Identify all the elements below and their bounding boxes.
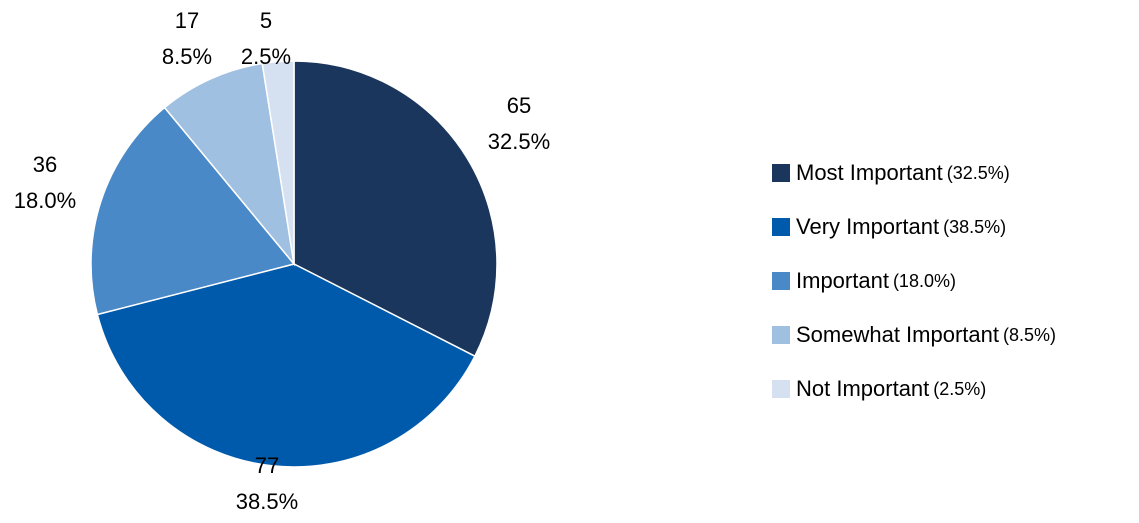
- legend-swatch: [772, 164, 790, 182]
- legend-label: Somewhat Important: [796, 322, 999, 347]
- legend-label: Important: [796, 268, 889, 293]
- data-label-percent-most-important: 32.5%: [488, 129, 550, 154]
- data-label-percent-very-important: 38.5%: [236, 489, 298, 514]
- legend-percent: (2.5%): [933, 378, 987, 399]
- pie-slice-most-important: [293, 60, 498, 358]
- legend-percent: (8.5%): [1002, 324, 1056, 345]
- data-label-percent-somewhat-important: 8.5%: [162, 44, 212, 69]
- legend-swatch: [772, 218, 790, 236]
- legend-label: Very Important: [796, 214, 940, 239]
- pie-slice-not-important: [261, 60, 295, 265]
- pie-slice-important: [90, 106, 296, 316]
- data-label-value-somewhat-important: 17: [175, 8, 199, 33]
- data-label-value-most-important: 65: [507, 93, 531, 118]
- legend-label: Most Important: [796, 160, 943, 185]
- legend-label: Not Important: [796, 376, 930, 401]
- legend: Most Important (32.5%) Very Important (38.5…: [772, 146, 1132, 416]
- legend-item-very-important: Very Important (38.5%): [772, 200, 1132, 254]
- data-label-value-not-important: 5: [260, 8, 272, 33]
- legend-item-somewhat-important: Somewhat Important (8.5%): [772, 308, 1132, 362]
- pie-slice-very-important: [96, 263, 476, 468]
- legend-percent: (38.5%): [943, 216, 1007, 237]
- legend-percent: (32.5%): [946, 162, 1010, 183]
- legend-percent: (18.0%): [892, 270, 956, 291]
- legend-swatch: [772, 326, 790, 344]
- legend-item-not-important: Not Important (2.5%): [772, 362, 1132, 416]
- data-label-value-important: 36: [33, 152, 57, 177]
- legend-item-most-important: Most Important (32.5%): [772, 146, 1132, 200]
- data-label-value-very-important: 77: [255, 453, 279, 478]
- legend-swatch: [772, 380, 790, 398]
- legend-item-important: Important (18.0%): [772, 254, 1132, 308]
- pie-slice-somewhat-important: [163, 62, 296, 267]
- data-label-percent-not-important: 2.5%: [241, 44, 291, 69]
- legend-swatch: [772, 272, 790, 290]
- data-label-percent-important: 18.0%: [14, 188, 76, 213]
